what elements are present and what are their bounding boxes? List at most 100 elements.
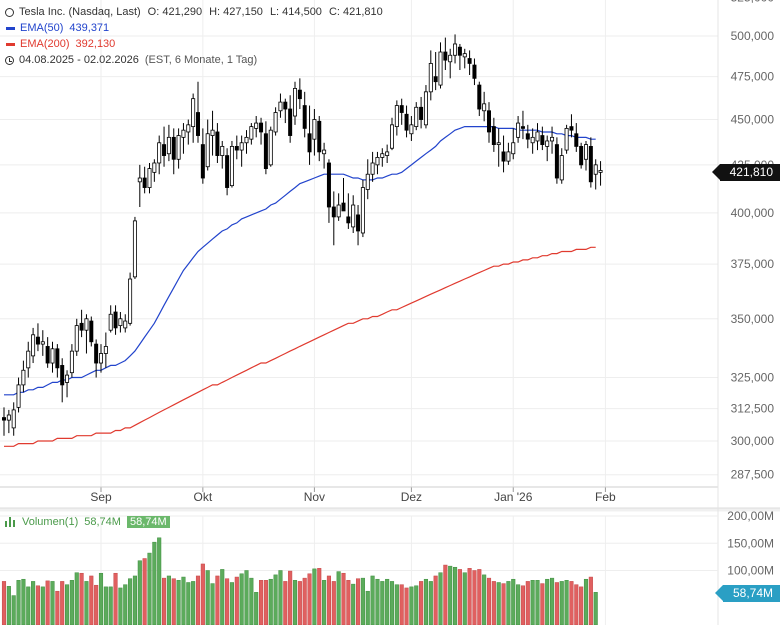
candle-body [84, 318, 89, 331]
volume-bar [317, 568, 322, 625]
range-row[interactable]: 04.08.2025 - 02.02.2026 (EST, 6 Monate, … [4, 52, 383, 68]
candle-body [142, 177, 147, 188]
candle-body [21, 369, 26, 386]
close-value: C: 421,810 [328, 6, 383, 18]
candle-body [472, 64, 477, 79]
candle-body [346, 216, 351, 224]
volume-bar [166, 575, 171, 625]
volume-bar [263, 580, 268, 625]
volume-bar [297, 581, 302, 625]
price-tick-label: 325,000 [731, 371, 775, 385]
candle-body [574, 133, 579, 147]
candle-body [283, 101, 288, 110]
volume-bar [273, 574, 278, 625]
volume-bar [195, 575, 201, 625]
date-tick-label: Okt [194, 490, 213, 504]
volume-bar [409, 586, 414, 625]
date-range: 04.08.2025 - 02.02.2026 [19, 54, 139, 66]
volume-bar [356, 578, 361, 625]
candle-body [356, 214, 361, 232]
volume-bar [331, 581, 336, 625]
candle-body [16, 384, 21, 408]
volume-bar [147, 552, 152, 625]
ema200-legend[interactable]: EMA(200) 392,130 [4, 36, 383, 52]
volume-bar [550, 577, 555, 625]
price-tick-label: 450,000 [731, 113, 775, 127]
volume-bar [249, 577, 254, 625]
ema200-value: 392,130 [75, 38, 116, 50]
volume-bar [215, 575, 220, 625]
volume-bar [501, 583, 506, 625]
volume-bar [45, 580, 50, 625]
date-tick-label: Feb [595, 490, 616, 504]
volume-bar [123, 584, 128, 625]
ema200-line [4, 246, 596, 447]
volume-bar [525, 581, 530, 625]
candle-body [467, 58, 472, 64]
candle-body [351, 204, 356, 228]
volume-bar [40, 586, 45, 625]
volume-bar [365, 590, 370, 625]
volume-bar [428, 581, 433, 625]
instrument-name: Tesla Inc. (Nasdaq, Last) [19, 6, 141, 18]
candle-body [249, 126, 254, 140]
candle-body [191, 98, 196, 128]
volume-bar [322, 580, 327, 625]
volume-bar [579, 586, 584, 625]
candle-body [433, 76, 438, 83]
volume-bar [259, 580, 264, 625]
candle-body [414, 106, 419, 128]
volume-bar [157, 537, 162, 625]
candle-body [419, 106, 424, 120]
ema50-swatch [6, 26, 15, 30]
volume-bar [462, 572, 467, 625]
candle-body [375, 157, 380, 166]
volume-bar [186, 582, 191, 625]
volume-bar [448, 565, 453, 625]
candle-body [123, 320, 128, 329]
volume-bar [360, 577, 365, 625]
candle-body [569, 126, 574, 131]
volume-bar [540, 583, 545, 625]
volume-bar [399, 584, 404, 625]
volume-bar [268, 578, 273, 625]
candle-body [477, 84, 482, 110]
high-value: H: 427,150 [209, 6, 263, 18]
candle-body [137, 177, 142, 183]
volume-bar [351, 583, 356, 625]
candle-body [215, 131, 220, 156]
candle-body [559, 155, 564, 181]
volume-bar [326, 575, 331, 625]
ema50-legend[interactable]: EMA(50) 439,371 [4, 20, 383, 36]
candle-body [457, 46, 462, 56]
candle-body [307, 133, 312, 153]
date-tick-label: Sep [90, 490, 112, 504]
candle-body [113, 311, 118, 329]
volume-bar [511, 578, 516, 625]
candle-body [103, 346, 108, 354]
candle-body [176, 135, 181, 160]
range-detail: (EST, 6 Monate, 1 Tag) [144, 54, 258, 66]
candle-body [254, 122, 259, 129]
price-tick-label: 525,000 [731, 0, 775, 4]
volume-bar [433, 575, 438, 625]
candle-body [297, 89, 302, 100]
candle-body [453, 43, 458, 56]
volume-bar [234, 576, 239, 625]
volume-bar [108, 586, 113, 625]
price-tick-label: 312,500 [731, 402, 775, 416]
volume-bar [482, 574, 487, 625]
candle-body [501, 151, 506, 162]
candle-body [535, 131, 540, 142]
candle-body [50, 348, 55, 364]
candle-body [482, 103, 487, 112]
volume-bar [200, 563, 205, 625]
candle-body [317, 120, 322, 153]
volume-bar [404, 587, 409, 625]
volume-bar [113, 572, 118, 625]
volume-bar [94, 584, 99, 625]
candle-body [205, 133, 210, 168]
candle-body [11, 409, 16, 429]
volume-bar [16, 580, 21, 625]
